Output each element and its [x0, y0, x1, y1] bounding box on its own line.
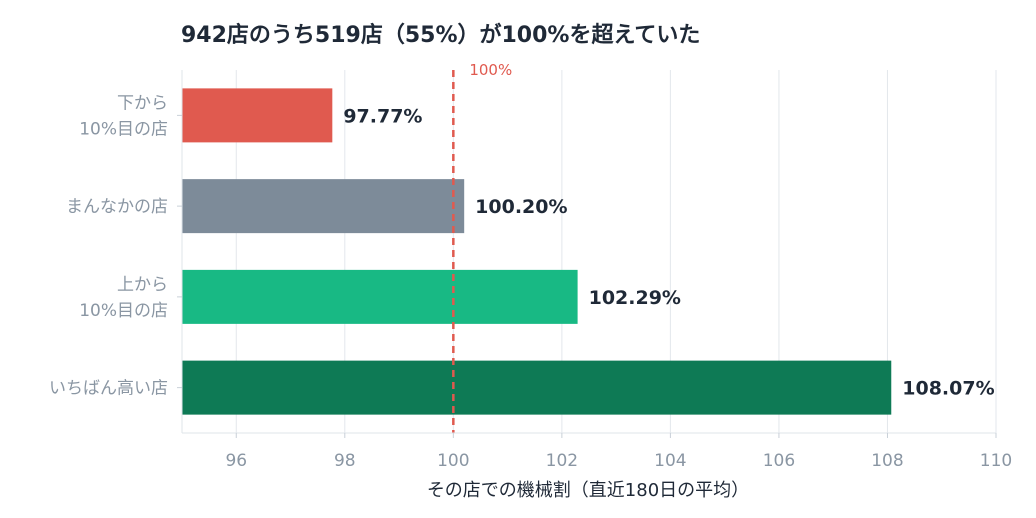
bar — [182, 179, 465, 234]
chart-title: 942店のうち519店（55%）が100%を超えていた — [181, 22, 700, 48]
value-label: 108.07% — [902, 378, 994, 400]
category-label: 10%目の店 — [79, 301, 168, 321]
bar — [182, 88, 333, 143]
category-label: 10%目の店 — [79, 119, 168, 139]
value-label: 102.29% — [589, 287, 681, 309]
x-axis-label: その店での機械割（直近180日の平均） — [427, 480, 749, 501]
reference-line-label: 100% — [469, 61, 512, 79]
x-tick-label: 106 — [763, 451, 795, 471]
x-tick-label: 104 — [654, 451, 686, 471]
value-label: 100.20% — [475, 196, 567, 218]
axis-layer: 96 98 100 102 104 106 108 110下から10%目の店まんなかの店上から… — [49, 70, 1012, 471]
category-label: 下から — [117, 93, 168, 113]
x-tick-label: 100 — [437, 451, 469, 471]
category-label: いちばん高い店 — [49, 379, 168, 399]
bar — [182, 269, 578, 324]
x-tick-label: 98 — [334, 451, 356, 471]
category-label: 上から — [117, 275, 168, 295]
x-tick-label: 102 — [546, 451, 578, 471]
reference-layer: 100% — [452, 61, 512, 433]
value-label: 97.77% — [343, 105, 422, 127]
x-tick-label: 108 — [871, 451, 903, 471]
x-tick-label: 110 — [980, 451, 1012, 471]
category-label: まんなかの店 — [66, 197, 168, 217]
bar — [182, 360, 892, 415]
bars-layer: 97.77% 100.20% 102.29% 108.07% — [182, 88, 995, 415]
x-tick-label: 96 — [225, 451, 247, 471]
